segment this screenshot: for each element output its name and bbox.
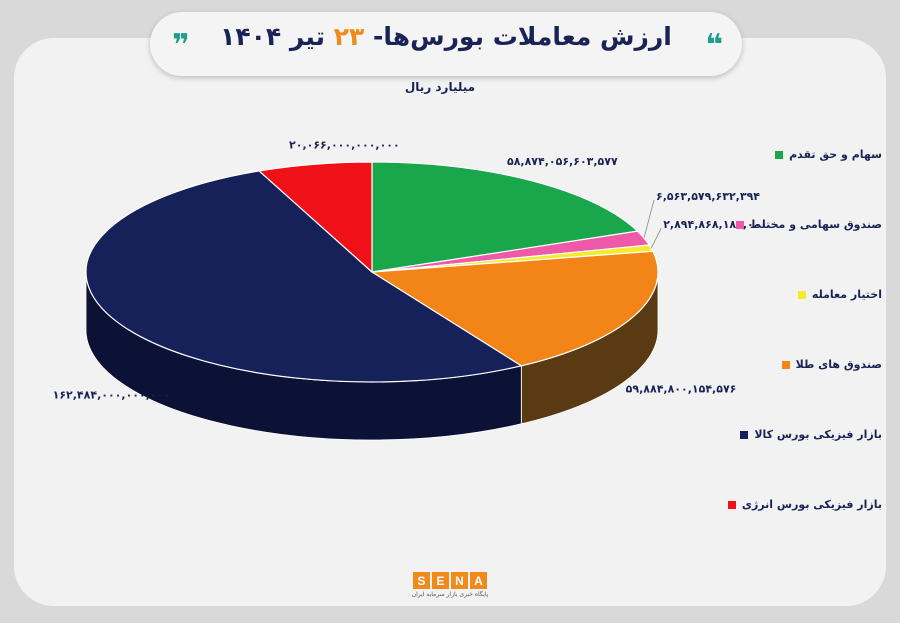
- data-label: ۵۹,۸۸۴,۸۰۰,۱۵۴,۵۷۶: [626, 382, 737, 395]
- label-leader-line: [643, 199, 655, 239]
- legend-swatch: [740, 430, 749, 439]
- legend-swatch: [797, 290, 806, 299]
- legend-swatch: [727, 500, 736, 509]
- close-quote-icon: ❞: [172, 28, 190, 63]
- title-banner: ❝ ارزش معاملات بورس‌ها- ۲۳ تیر ۱۴۰۴ ❞: [150, 12, 742, 76]
- legend-item: بازار فیزیکی بورس کالا: [740, 428, 882, 441]
- legend-label: سهام و حق تقدم: [789, 148, 882, 161]
- logo-letter: S: [413, 572, 430, 589]
- pie-tops: [85, 161, 659, 383]
- logo-letter: A: [470, 572, 487, 589]
- pie-slice: [85, 170, 523, 383]
- legend-label: صندوق سهامی و مختلط: [749, 218, 882, 231]
- title-month: تیر: [289, 22, 326, 51]
- legend-swatch: [775, 150, 784, 159]
- data-label: ۱۶۲,۴۸۴,۰۰۰,۰۰۰,۰۰۰: [53, 389, 170, 402]
- legend-item: صندوق سهامی و مختلط: [735, 218, 882, 231]
- logo-letter: E: [432, 572, 449, 589]
- legend-label: اختیار معامله: [811, 288, 882, 301]
- pie-slice: [257, 161, 373, 274]
- data-label: ۵۸,۸۷۴,۰۵۶,۶۰۳,۵۷۷: [507, 155, 618, 168]
- legend-label: بازار فیزیکی بورس کالا: [754, 428, 882, 441]
- legend-label: صندوق های طلا: [795, 358, 882, 371]
- pie-slice: [371, 161, 639, 273]
- legend-item: سهام و حق تقدم: [775, 148, 882, 161]
- title-day: ۲۳: [333, 22, 365, 51]
- data-label: ۲۰,۰۶۶,۰۰۰,۰۰۰,۰۰۰: [289, 138, 400, 151]
- open-quote-icon: ❝: [705, 28, 723, 63]
- pie-slice: [370, 250, 659, 367]
- logo-letter: N: [451, 572, 468, 589]
- data-labels: ۵۸,۸۷۴,۰۵۶,۶۰۳,۵۷۷۶,۵۶۳,۵۷۹,۶۳۲,۳۹۴۲,۸۹۴…: [53, 138, 768, 401]
- page-title: ارزش معاملات بورس‌ها- ۲۳ تیر ۱۴۰۴: [150, 22, 742, 51]
- legend-swatch: [781, 360, 790, 369]
- label-leader-line: [650, 227, 662, 249]
- legend-item: اختیار معامله: [797, 288, 882, 301]
- legend-swatch: [735, 220, 744, 229]
- legend-label: بازار فیزیکی بورس انرژی: [741, 498, 882, 511]
- data-label: ۶,۵۶۳,۵۷۹,۶۳۲,۳۹۴: [656, 190, 760, 203]
- logo-tagline: پایگاه خبری بازار سرمایه ایران: [411, 591, 489, 598]
- legend-item: صندوق های طلا: [781, 358, 882, 371]
- chart-subtitle: میلیارد ریال: [404, 80, 476, 94]
- title-year: ۱۴۰۴: [220, 22, 282, 51]
- legend-item: بازار فیزیکی بورس انرژی: [727, 498, 882, 511]
- title-main: ارزش معاملات بورس‌ها-: [373, 22, 672, 51]
